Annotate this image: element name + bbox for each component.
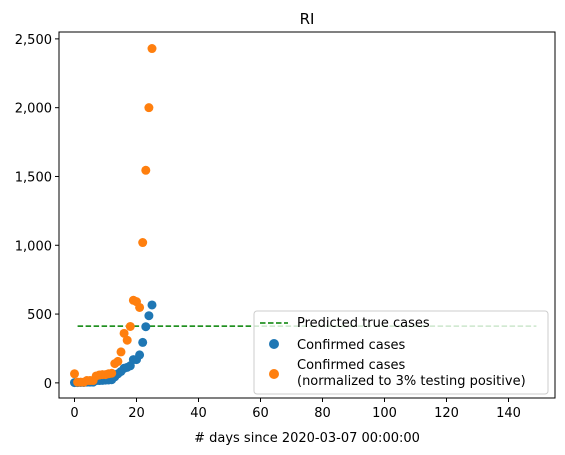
data-point-normalized	[113, 356, 123, 366]
y-tick-label: 0	[44, 377, 52, 392]
data-point-normalized	[70, 369, 79, 379]
x-tick-label: 40	[190, 406, 207, 421]
y-tick-label: 2,500	[15, 33, 52, 48]
x-tick-label: 120	[434, 406, 459, 421]
x-tick-label: 80	[314, 406, 331, 421]
chart-title: RI	[300, 10, 315, 28]
data-point-normalized	[135, 302, 145, 312]
data-point-confirmed	[141, 322, 151, 332]
plot-area: 0 20 40 60 80 100 120 140 0 500 1,000 1,500 2,000 2,5…	[15, 31, 556, 421]
legend-marker-confirmed	[269, 339, 279, 349]
data-point-normalized	[138, 238, 148, 248]
data-point-normalized	[116, 347, 126, 357]
legend-marker-normalized	[269, 369, 279, 379]
x-tick-label: 140	[496, 406, 521, 421]
data-point-confirmed	[135, 350, 145, 360]
data-point-normalized	[119, 328, 129, 338]
data-point-normalized	[122, 335, 132, 345]
legend-label-predicted: Predicted true cases	[297, 316, 430, 331]
x-tick-label: 20	[128, 406, 145, 421]
legend-label-confirmed: Confirmed cases	[297, 338, 406, 353]
x-tick-label: 0	[70, 406, 78, 421]
data-point-normalized	[144, 103, 154, 113]
x-tick-label: 60	[252, 406, 269, 421]
data-point-normalized	[147, 44, 157, 54]
data-point-confirmed	[144, 311, 154, 321]
data-point-confirmed	[147, 300, 157, 310]
y-tick-label: 1,500	[15, 170, 52, 185]
legend-label-normalized-line2: (normalized to 3% testing positive)	[297, 374, 526, 389]
data-point-normalized	[125, 321, 135, 331]
x-axis-label: # days since 2020-03-07 00:00:00	[194, 431, 420, 446]
data-point-normalized	[107, 368, 117, 378]
data-point-confirmed	[138, 337, 148, 347]
plot-frame	[58, 31, 556, 399]
legend-label-normalized-line1: Confirmed cases	[297, 358, 406, 373]
x-tick-label: 100	[372, 406, 397, 421]
y-tick-label: 2,000	[15, 102, 52, 117]
data-point-normalized	[141, 165, 151, 175]
legend: Predicted true cases Confirmed cases Con…	[253, 310, 549, 395]
y-tick-label: 1,000	[15, 239, 52, 254]
y-tick-label: 500	[27, 308, 52, 323]
legend-box	[253, 310, 549, 395]
